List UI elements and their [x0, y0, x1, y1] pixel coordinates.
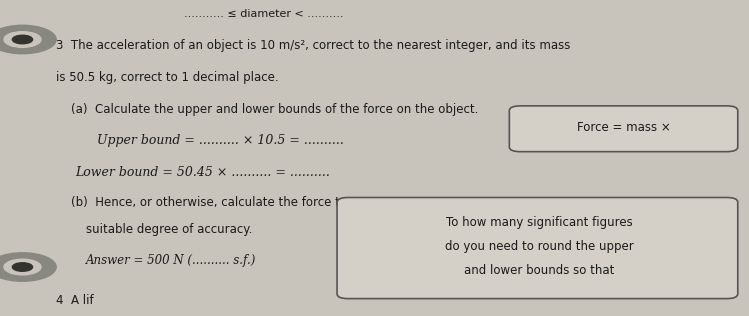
- Text: ........... ≤ diameter < ..........: ........... ≤ diameter < ..........: [184, 9, 343, 20]
- Text: 3  The acceleration of an object is 10 m/s², correct to the nearest integer, and: 3 The acceleration of an object is 10 m/…: [56, 40, 571, 52]
- Circle shape: [12, 263, 33, 271]
- Circle shape: [0, 25, 56, 54]
- Text: do you need to round the upper: do you need to round the upper: [445, 240, 634, 253]
- Text: and lower bounds so that: and lower bounds so that: [464, 264, 614, 277]
- Text: (a)  Calculate the upper and lower bounds of the force on the object.: (a) Calculate the upper and lower bounds…: [71, 103, 479, 116]
- Text: To how many significant figures: To how many significant figures: [446, 216, 633, 229]
- Circle shape: [12, 35, 33, 44]
- Text: Upper bound = .......... × 10.5 = ..........: Upper bound = .......... × 10.5 = ......…: [97, 134, 345, 147]
- Text: Lower bound = 50.45 × .......... = ..........: Lower bound = 50.45 × .......... = .....…: [75, 166, 330, 179]
- Text: (b)  Hence, or otherwise, calculate the force to a: (b) Hence, or otherwise, calculate the f…: [71, 196, 358, 209]
- Text: is 50.5 kg, correct to 1 decimal place.: is 50.5 kg, correct to 1 decimal place.: [56, 71, 279, 84]
- Text: Answer = 500 N (.......... s.f.): Answer = 500 N (.......... s.f.): [86, 254, 256, 267]
- Circle shape: [4, 32, 41, 47]
- Text: suitable degree of accuracy.: suitable degree of accuracy.: [86, 223, 252, 236]
- Circle shape: [0, 253, 56, 281]
- Text: 4  A lif: 4 A lif: [56, 294, 94, 307]
- FancyBboxPatch shape: [509, 106, 738, 152]
- Circle shape: [4, 259, 41, 275]
- Text: Force = mass ×: Force = mass ×: [577, 121, 671, 135]
- FancyBboxPatch shape: [337, 198, 738, 299]
